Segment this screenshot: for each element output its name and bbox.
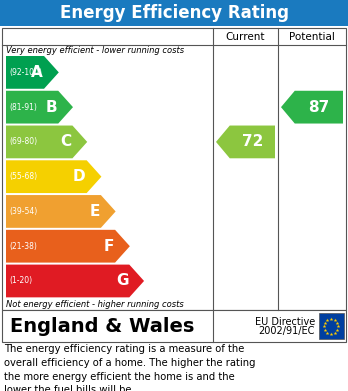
Text: England & Wales: England & Wales: [10, 317, 195, 336]
Text: 2002/91/EC: 2002/91/EC: [259, 326, 315, 336]
Polygon shape: [6, 265, 144, 298]
Text: Current: Current: [226, 32, 265, 41]
Text: (81-91): (81-91): [9, 103, 37, 112]
Text: G: G: [116, 273, 128, 289]
Polygon shape: [6, 91, 73, 124]
Polygon shape: [216, 126, 275, 158]
Text: (55-68): (55-68): [9, 172, 37, 181]
Text: Not energy efficient - higher running costs: Not energy efficient - higher running co…: [6, 300, 184, 309]
Text: C: C: [60, 135, 71, 149]
Bar: [319, 313, 344, 339]
Text: Very energy efficient - lower running costs: Very energy efficient - lower running co…: [6, 46, 184, 55]
Text: (69-80): (69-80): [9, 137, 37, 146]
Text: D: D: [73, 169, 86, 184]
Text: A: A: [31, 65, 43, 80]
Polygon shape: [6, 126, 87, 158]
Polygon shape: [6, 195, 116, 228]
Text: (39-54): (39-54): [9, 207, 37, 216]
Bar: [0, 0, 348, 26]
Text: (21-38): (21-38): [9, 242, 37, 251]
Text: EU Directive: EU Directive: [255, 317, 315, 327]
Polygon shape: [6, 230, 130, 263]
Bar: [2, 310, 346, 343]
Bar: [2, 28, 346, 310]
Text: B: B: [46, 100, 57, 115]
Text: 72: 72: [242, 135, 263, 149]
Text: Energy Efficiency Rating: Energy Efficiency Rating: [60, 4, 288, 22]
Text: The energy efficiency rating is a measure of the
overall efficiency of a home. T: The energy efficiency rating is a measur…: [4, 344, 255, 391]
Text: 87: 87: [308, 100, 330, 115]
Text: E: E: [89, 204, 100, 219]
Text: (1-20): (1-20): [9, 276, 32, 285]
Polygon shape: [6, 160, 101, 193]
Text: F: F: [104, 239, 114, 254]
Polygon shape: [6, 56, 59, 89]
Text: Potential: Potential: [289, 32, 335, 41]
Text: (92-100): (92-100): [9, 68, 42, 77]
Polygon shape: [281, 91, 343, 124]
